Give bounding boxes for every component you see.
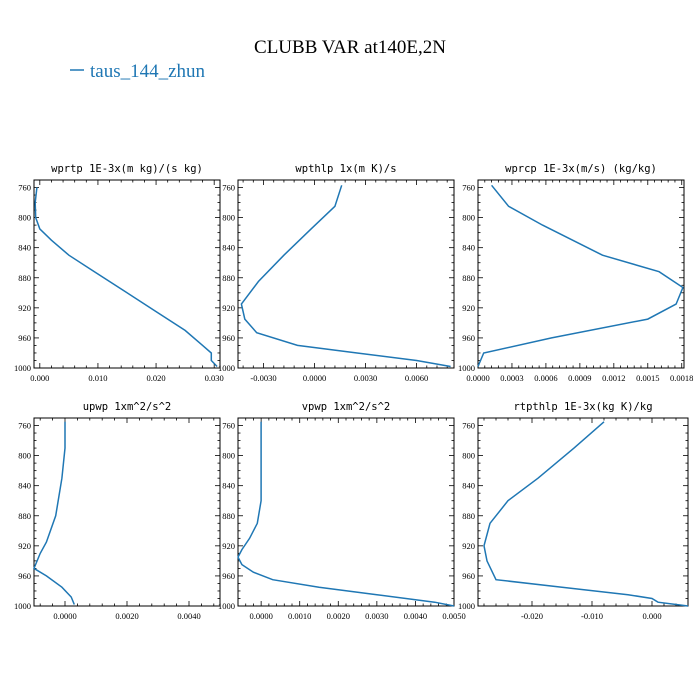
y-tick-label: 960 (222, 571, 235, 581)
x-tick-label: 0.0000 (53, 611, 76, 621)
y-tick-label: 760 (462, 183, 475, 193)
y-tick-label: 760 (18, 183, 31, 193)
y-tick-label: 880 (222, 273, 235, 283)
plot-frame (477, 179, 685, 369)
y-tick-label: 960 (222, 333, 235, 343)
panel-title: wprtp 1E-3x(m kg)/(s kg) (51, 163, 203, 175)
y-tick-label: 880 (18, 511, 31, 521)
plot-frame (33, 417, 221, 607)
y-tick-label: 960 (462, 333, 475, 343)
y-tick-label: 1000 (218, 363, 235, 373)
y-tick-label: 960 (18, 333, 31, 343)
y-tick-label: 840 (462, 243, 475, 253)
series-line (33, 421, 75, 605)
y-tick-label: 840 (18, 481, 31, 491)
y-tick-label: 760 (222, 421, 235, 431)
y-tick-label: 880 (18, 273, 31, 283)
y-tick-label: 920 (18, 541, 31, 551)
plot-frame (477, 417, 689, 607)
y-tick-label: 1000 (218, 601, 235, 611)
panel-2: wpthlp 1x(m K)/s 760 800 840 880 920 960 1000 -0… (218, 163, 455, 383)
x-tick-label: 0.0006 (534, 373, 557, 383)
x-tick-label: 0.0000 (303, 373, 326, 383)
x-tick-label: 0.0020 (115, 611, 138, 621)
y-tick-label: 800 (222, 213, 235, 223)
y-tick-label: 840 (222, 243, 235, 253)
y-tick-label: 960 (462, 571, 475, 581)
x-tick-label: 0.0010 (288, 611, 311, 621)
y-tick-label: 800 (18, 213, 31, 223)
x-tick-label: -0.020 (521, 611, 543, 621)
y-tick-label: 1000 (14, 363, 31, 373)
subplot-grid: wprtp 1E-3x(m kg)/(s kg) 760 800 840 880 920 9… (14, 163, 693, 621)
y-tick-label: 880 (462, 511, 475, 521)
y-tick-label: 800 (18, 451, 31, 461)
y-tick-label: 1000 (14, 601, 31, 611)
series-line (34, 187, 218, 368)
panel-5: vpwp 1xm^2/s^2 760 800 840 880 920 960 1000 0.00… (218, 401, 466, 621)
x-tick-label: 0.0018 (670, 373, 693, 383)
x-tick-label: 0.0000 (249, 611, 272, 621)
x-tick-label: 0.0030 (354, 373, 377, 383)
panel-3: wprcp 1E-3x(m/s) (kg/kg) 760 800 840 880 920 9… (458, 163, 693, 383)
series-line (237, 421, 455, 607)
x-tick-label: 0.0040 (404, 611, 427, 621)
series-line (477, 184, 684, 367)
x-tick-label: 0.0009 (568, 373, 591, 383)
panel-title: rtpthlp 1E-3x(kg K)/kg (513, 401, 652, 413)
panel-title: wpthlp 1x(m K)/s (295, 163, 396, 175)
y-tick-label: 800 (462, 451, 475, 461)
y-tick-label: 840 (222, 481, 235, 491)
x-tick-label: 0.0020 (327, 611, 350, 621)
x-tick-label: 0.0015 (636, 373, 659, 383)
panel-title: upwp 1xm^2/s^2 (83, 401, 172, 413)
plot-frame (33, 179, 221, 369)
y-tick-label: 840 (18, 243, 31, 253)
x-tick-label: 0.0000 (466, 373, 489, 383)
legend-label: taus_144_zhun (90, 61, 206, 82)
y-tick-label: 760 (222, 183, 235, 193)
x-tick-label: 0.0030 (365, 611, 388, 621)
x-tick-label: 0.030 (205, 373, 224, 383)
y-tick-label: 920 (18, 303, 31, 313)
x-tick-label: 0.000 (30, 373, 49, 383)
x-tick-label: 0.0040 (177, 611, 200, 621)
y-tick-label: 920 (222, 303, 235, 313)
figure-title: CLUBB VAR at140E,2N (254, 37, 446, 58)
x-tick-label: 0.010 (88, 373, 107, 383)
y-tick-label: 1000 (458, 363, 475, 373)
y-tick-label: 920 (462, 541, 475, 551)
y-tick-label: 880 (222, 511, 235, 521)
x-tick-label: 0.0050 (442, 611, 465, 621)
panel-1: wprtp 1E-3x(m kg)/(s kg) 760 800 840 880 920 9… (14, 163, 224, 383)
y-tick-label: 800 (462, 213, 475, 223)
y-tick-label: 760 (18, 421, 31, 431)
y-tick-label: 920 (222, 541, 235, 551)
series-line (483, 421, 689, 607)
panel-title: vpwp 1xm^2/s^2 (302, 401, 391, 413)
x-tick-label: 0.020 (147, 373, 166, 383)
x-tick-label: 0.000 (642, 611, 661, 621)
plot-frame (237, 179, 455, 369)
x-tick-label: -0.0030 (250, 373, 276, 383)
y-tick-label: 1000 (458, 601, 475, 611)
y-tick-label: 880 (462, 273, 475, 283)
y-tick-label: 840 (462, 481, 475, 491)
y-tick-label: 920 (462, 303, 475, 313)
panel-title: wprcp 1E-3x(m/s) (kg/kg) (505, 163, 657, 175)
panel-4: upwp 1xm^2/s^2 760 800 840 880 920 960 1000 0.00… (14, 401, 221, 621)
x-tick-label: 0.0003 (500, 373, 523, 383)
x-tick-label: -0.010 (581, 611, 603, 621)
y-tick-label: 960 (18, 571, 31, 581)
y-tick-label: 760 (462, 421, 475, 431)
y-tick-label: 800 (222, 451, 235, 461)
plot-frame (237, 417, 455, 607)
x-tick-label: 0.0012 (602, 373, 625, 383)
series-line (240, 185, 451, 368)
panel-6: rtpthlp 1E-3x(kg K)/kg 760 800 840 880 920 960… (458, 401, 689, 621)
x-tick-label: 0.0060 (405, 373, 428, 383)
